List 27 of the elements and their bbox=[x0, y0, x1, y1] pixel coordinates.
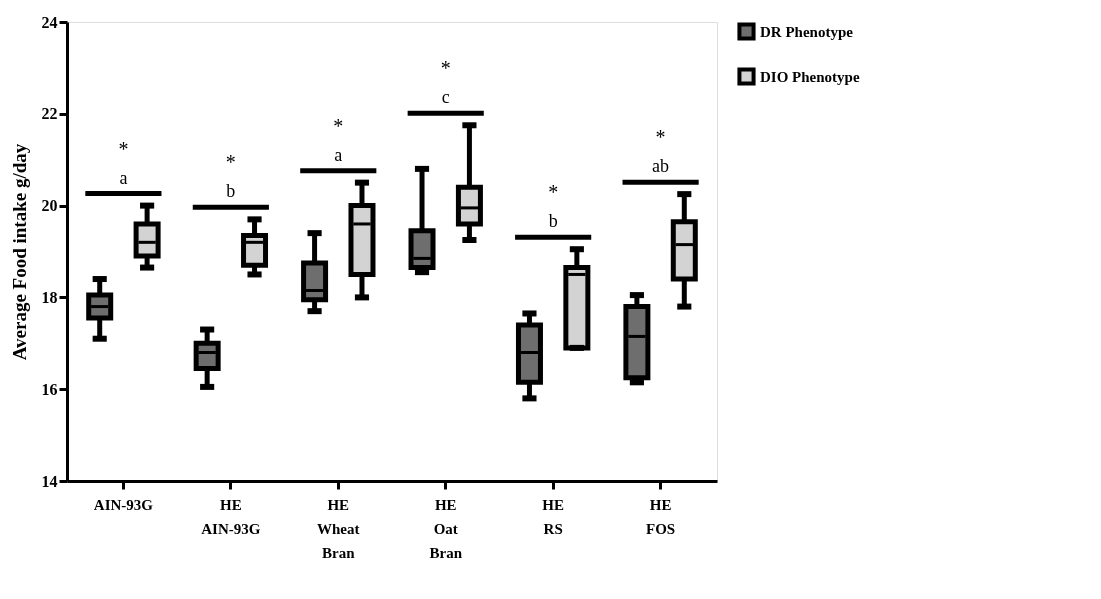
annotation: b bbox=[226, 181, 236, 202]
annotation: a bbox=[334, 144, 343, 165]
annotation: * bbox=[548, 181, 559, 204]
annotation: * bbox=[440, 57, 451, 80]
annotation: * bbox=[225, 151, 236, 174]
x-tick-label: HE Oat Bran bbox=[429, 496, 463, 561]
annotation: c bbox=[441, 87, 450, 108]
y-axis-title: Average Food intake g/day bbox=[8, 143, 30, 361]
y-tick-label: 20 bbox=[41, 197, 58, 215]
x-tick-label: HE Wheat Bran bbox=[317, 496, 360, 561]
legend-label: DIO Phenotype bbox=[760, 68, 860, 85]
x-tick-label: HE RS bbox=[542, 496, 564, 537]
x-tick-label: HE FOS bbox=[646, 496, 676, 537]
legend-label: DR Phenotype bbox=[760, 23, 854, 40]
annotation: * bbox=[118, 137, 129, 160]
y-tick-label: 18 bbox=[41, 288, 58, 306]
annotation: ab bbox=[652, 156, 670, 177]
y-tick-label: 14 bbox=[41, 472, 58, 490]
y-tick-label: 16 bbox=[41, 380, 58, 398]
x-tick-label: HE AIN-93G bbox=[201, 496, 261, 537]
annotation: a bbox=[119, 167, 128, 188]
annotation: * bbox=[655, 126, 666, 149]
y-tick-label: 22 bbox=[41, 105, 58, 123]
x-tick-label: AIN-93G bbox=[93, 496, 154, 513]
annotation: b bbox=[548, 211, 558, 232]
annotation: * bbox=[333, 114, 344, 137]
y-tick-label: 24 bbox=[41, 13, 58, 31]
